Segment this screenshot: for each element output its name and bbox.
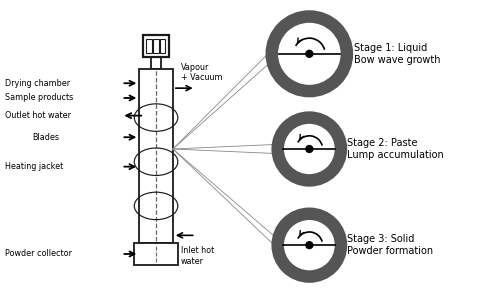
Bar [143, 35, 169, 57]
Bar [151, 57, 161, 69]
Text: Sample products: Sample products [5, 94, 73, 102]
Circle shape [278, 118, 340, 180]
Circle shape [306, 242, 313, 249]
Text: Vapour
+ Vacuum: Vapour + Vacuum [181, 63, 222, 82]
Circle shape [278, 214, 340, 276]
Bar [160, 39, 166, 53]
Text: Stage 2: Paste
Lump accumulation: Stage 2: Paste Lump accumulation [347, 138, 444, 160]
Bar [139, 69, 173, 243]
Text: Heating jacket: Heating jacket [5, 162, 63, 171]
Text: Stage 1: Liquid
Bow wave growth: Stage 1: Liquid Bow wave growth [354, 43, 440, 65]
Circle shape [306, 146, 313, 152]
Bar [146, 39, 152, 53]
Text: Drying chamber: Drying chamber [5, 79, 70, 88]
Text: Powder collector: Powder collector [5, 249, 72, 258]
Bar [153, 39, 158, 53]
Text: Inlet hot
water: Inlet hot water [181, 246, 214, 266]
Circle shape [306, 50, 313, 57]
Text: Blades: Blades [32, 133, 60, 142]
Text: Stage 3: Solid
Powder formation: Stage 3: Solid Powder formation [347, 234, 433, 256]
Bar [134, 243, 178, 265]
Text: Outlet hot water: Outlet hot water [5, 111, 71, 120]
Circle shape [272, 17, 346, 90]
